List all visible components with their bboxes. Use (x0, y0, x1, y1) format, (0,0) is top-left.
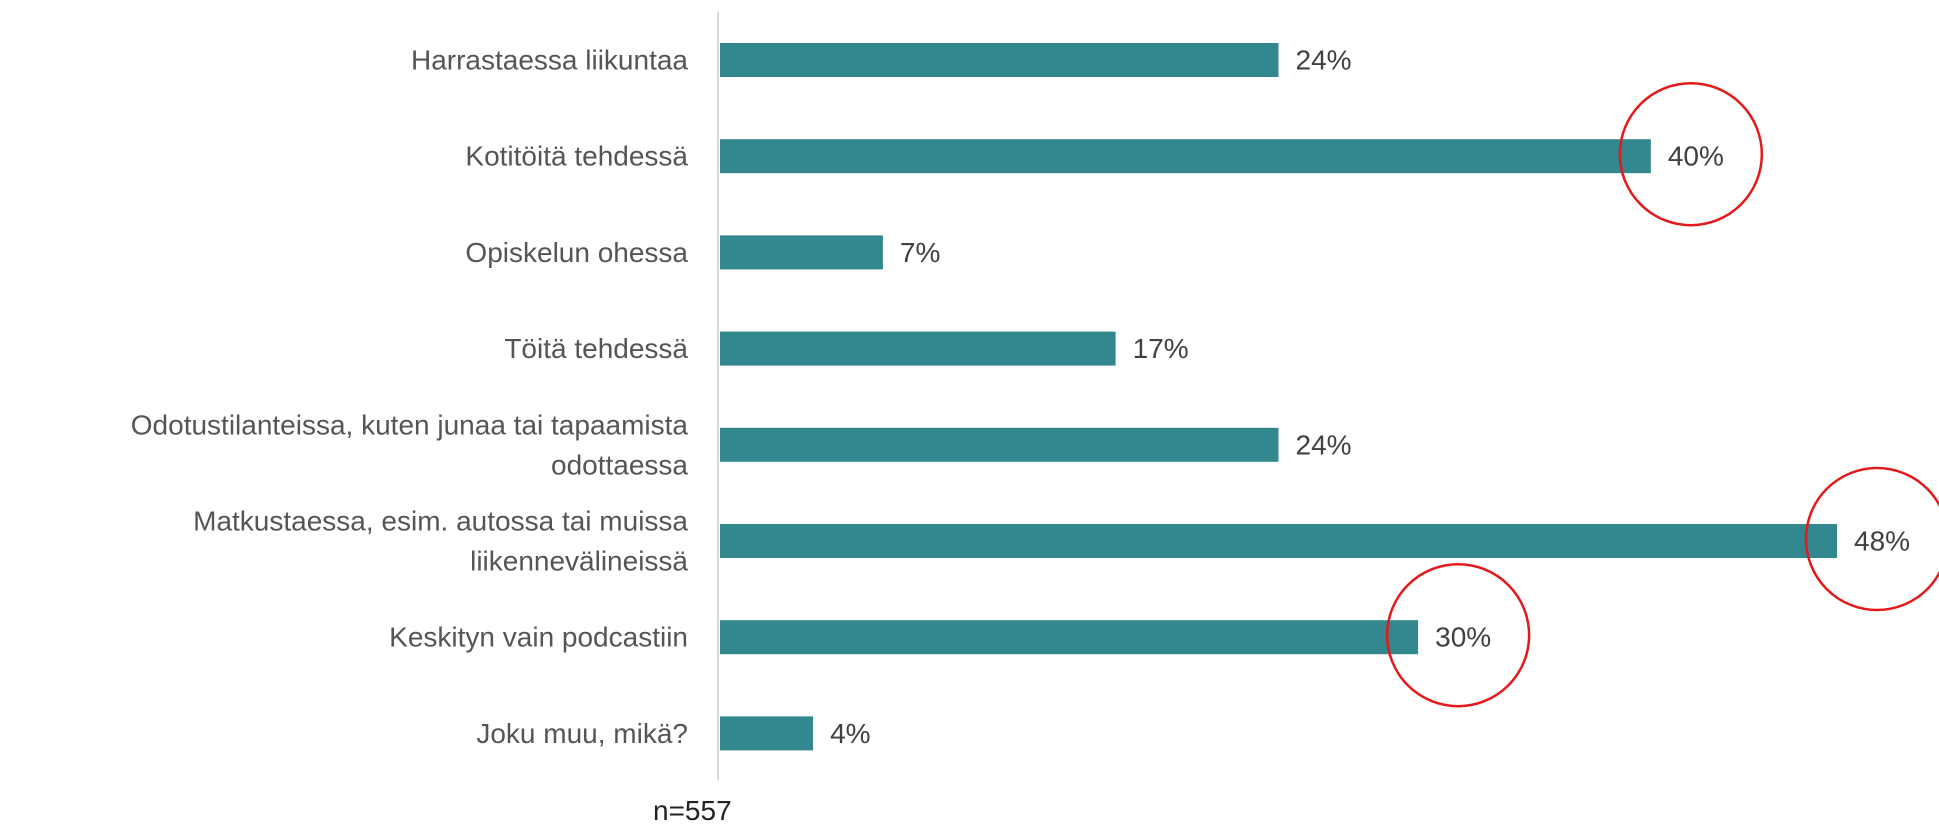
data-label: 48% (1854, 526, 1910, 557)
category-tick-label: liikennevälineissä (470, 546, 688, 577)
category-tick-label: Töitä tehdessä (504, 333, 688, 364)
highlight-circle (1385, 562, 1531, 708)
data-label: 24% (1296, 45, 1352, 76)
data-label: 24% (1296, 429, 1352, 460)
bar (720, 235, 883, 270)
data-label: 7% (900, 237, 940, 268)
bar (720, 139, 1651, 174)
category-tick-label: Kotitöitä tehdessä (465, 141, 688, 172)
category-tick-label: odottaessa (551, 449, 688, 480)
bar (720, 716, 814, 751)
category-tick-label: Odotustilanteissa, kuten junaa tai tapaa… (131, 409, 689, 440)
bar (720, 331, 1116, 366)
category-tick-label: Keskityn vain podcastiin (389, 622, 688, 653)
category-tick-label: Joku muu, mikä? (476, 718, 688, 749)
category-tick-label: Opiskelun ohessa (465, 237, 688, 268)
bar (720, 43, 1279, 77)
sample-size-note: n=557 (653, 795, 732, 826)
bar (720, 620, 1419, 655)
data-label: 4% (830, 718, 870, 749)
highlight-circle (1804, 466, 1939, 612)
category-tick-label: Matkustaessa, esim. autossa tai muissa (193, 506, 688, 537)
category-tick-label: Harrastaessa liikuntaa (411, 45, 688, 76)
bar (720, 524, 1837, 558)
highlight-circle (1618, 81, 1764, 227)
data-label: 30% (1435, 622, 1491, 653)
bar (720, 427, 1279, 462)
data-label: 17% (1133, 333, 1189, 364)
data-label: 40% (1668, 141, 1724, 172)
